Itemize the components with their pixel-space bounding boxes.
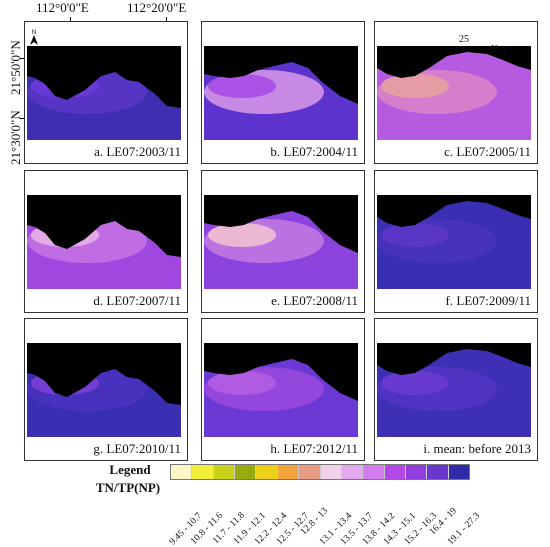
- legend-swatch: [277, 465, 300, 479]
- legend-swatch: [405, 465, 428, 479]
- legend-swatch: [171, 465, 193, 479]
- legend-swatch: [235, 465, 257, 479]
- map-panel-g: g. LE07:2010/11: [24, 318, 188, 461]
- longitude-tick-2: [166, 17, 167, 22]
- scale-box: [431, 46, 487, 52]
- panel-caption: a. LE07:2003/11: [94, 144, 181, 159]
- legend-swatch: [320, 465, 342, 479]
- legend-swatch: [363, 465, 385, 479]
- latitude-tick-2: [20, 118, 25, 119]
- panel-caption: h. LE07:2012/11: [270, 441, 358, 456]
- map-image: [204, 343, 358, 437]
- scale-value: 25: [459, 34, 469, 45]
- panel-caption: f. LE07:2009/11: [445, 293, 531, 308]
- latitude-tick-1: [20, 58, 25, 59]
- legend-swatch: [192, 465, 214, 479]
- legend-color-bar: [170, 464, 470, 480]
- map-image: [27, 343, 181, 437]
- map-panel-d: d. LE07:2007/11: [24, 170, 188, 313]
- latitude-label-1: 21°50'0"N: [8, 40, 23, 95]
- legend-title: Legend: [109, 462, 151, 477]
- svg-text:N: N: [32, 30, 36, 36]
- scale-bar: 25 Km: [431, 34, 531, 55]
- north-arrow-icon: N: [28, 28, 40, 46]
- map-image: [27, 195, 181, 289]
- map-image: [204, 195, 358, 289]
- map-panel-b: b. LE07:2004/11: [201, 21, 365, 164]
- longitude-label-1: 112°0'0"E: [36, 0, 89, 15]
- longitude-tick-1: [70, 17, 71, 22]
- legend-swatch: [448, 465, 470, 479]
- legend-swatch: [256, 465, 278, 479]
- map-panel-i: i. mean: before 2013: [374, 318, 538, 461]
- map-panel-f: f. LE07:2009/11: [374, 170, 538, 313]
- legend-subtitle: TN/TP(NP): [95, 480, 161, 495]
- map-image: [27, 46, 181, 140]
- longitude-label-2: 112°20'0"E: [127, 0, 187, 15]
- map-image: [377, 195, 531, 289]
- panel-caption: c. LE07:2005/11: [444, 144, 531, 159]
- scale-unit: Km: [491, 44, 506, 55]
- map-image: [377, 46, 531, 140]
- legend-swatch: [384, 465, 406, 479]
- legend-swatch: [213, 465, 236, 479]
- legend-swatch: [427, 465, 449, 479]
- map-image: [377, 343, 531, 437]
- map-panel-h: h. LE07:2012/11: [201, 318, 365, 461]
- map-panel-a: a. LE07:2003/11 N: [24, 21, 188, 164]
- panel-caption: e. LE07:2008/11: [271, 293, 358, 308]
- legend-swatch: [299, 465, 321, 479]
- map-image: [204, 46, 358, 140]
- map-panel-e: e. LE07:2008/11: [201, 170, 365, 313]
- legend-labels: 9.45 - 10.7 10.8 - 11.6 11.7 - 11.8 11.9 - …: [168, 482, 483, 547]
- map-panel-c: c. LE07:2005/11 25 Km: [374, 21, 538, 164]
- panel-caption: b. LE07:2004/11: [270, 144, 358, 159]
- panel-caption: g. LE07:2010/11: [93, 441, 181, 456]
- legend-swatch: [341, 465, 364, 479]
- panel-caption: i. mean: before 2013: [423, 441, 531, 456]
- panel-caption: d. LE07:2007/11: [93, 293, 181, 308]
